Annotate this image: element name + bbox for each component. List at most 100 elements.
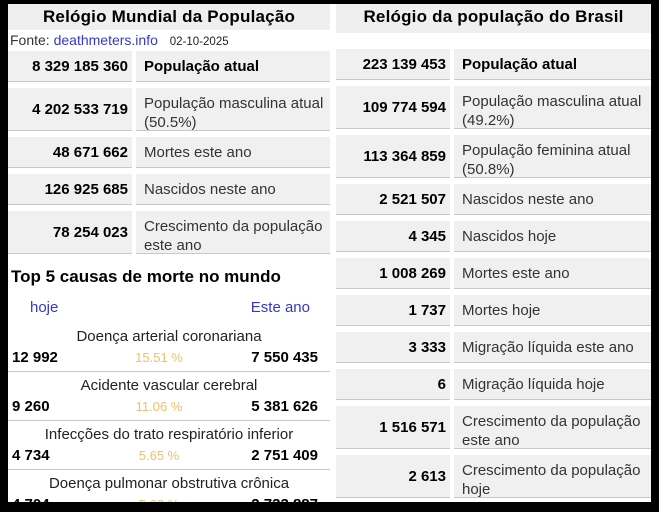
cause-year-value: 5 381 626 <box>251 398 318 415</box>
stat-label: Crescimento da população este ano <box>136 211 330 254</box>
stat-value: 3 333 <box>336 332 450 363</box>
stat-row-brazil-growth-year: 1 516 571 Crescimento da população este … <box>336 406 651 449</box>
stat-label-line1: Crescimento da população <box>462 462 641 479</box>
stat-value: 223 139 453 <box>336 49 450 80</box>
stat-row-brazil-migration-today: 6 Migração líquida hoje <box>336 369 651 400</box>
stat-value: 2 521 507 <box>336 184 450 215</box>
stat-value: 6 <box>336 369 450 400</box>
stat-row-world-population: 8 329 185 360 População atual <box>8 51 330 82</box>
cause-row-coronary: Doença arterial coronariana 12 992 15.51… <box>8 326 330 372</box>
cause-percent-value: 15.51 % <box>135 350 183 365</box>
stat-label: Crescimento da população este ano <box>454 406 651 449</box>
stat-row-brazil-male: 109 774 594 População masculina atual (4… <box>336 86 651 129</box>
stat-value: 4 345 <box>336 221 450 252</box>
stat-row-brazil-births-today: 4 345 Nascidos hoje <box>336 221 651 252</box>
stat-label: População atual <box>136 51 330 82</box>
stat-label: Mortes este ano <box>454 258 651 289</box>
cause-row-copd: Doença pulmonar obstrutiva crônica 4 704… <box>8 473 330 502</box>
cause-name: Doença arterial coronariana <box>76 328 262 345</box>
cause-numbers: 4 704 5.62 % 2 733 887 <box>8 495 330 502</box>
cause-percent-value: 5.62 % <box>104 497 214 502</box>
cause-row-stroke: Acidente vascular cerebral 9 260 11.06 %… <box>8 375 330 421</box>
cause-numbers: 12 992 15.51 % 7 550 435 <box>8 348 330 369</box>
stat-label: Nascidos neste ano <box>454 184 651 215</box>
stat-value: 1 008 269 <box>336 258 450 289</box>
stat-value: 2 613 <box>336 455 450 498</box>
stat-label-line2: (49.2%) <box>462 112 515 129</box>
stat-value: 78 254 023 <box>8 211 132 254</box>
stat-row-brazil-migration-year: 3 333 Migração líquida este ano <box>336 332 651 363</box>
stat-row-brazil-births-year: 2 521 507 Nascidos neste ano <box>336 184 651 215</box>
top5-col-year: Este ano <box>250 299 310 316</box>
stat-label: Nascidos hoje <box>454 221 651 252</box>
stat-row-brazil-female: 113 364 859 População feminina atual (50… <box>336 135 651 178</box>
stat-value: 8 329 185 360 <box>8 51 132 82</box>
brazil-stats: 223 139 453 População atual 109 774 594 … <box>336 49 651 498</box>
stat-label-line1: Crescimento da população <box>144 218 323 235</box>
stat-label: Migração líquida este ano <box>454 332 651 363</box>
stat-label: Nascidos neste ano <box>136 174 330 205</box>
stat-label: Crescimento da população hoje <box>454 455 651 498</box>
stat-label-line1: População feminina atual <box>462 142 631 159</box>
stat-label-line2: (50.8%) <box>462 161 515 178</box>
stat-label-line2: (50.5%) <box>144 114 197 131</box>
cause-name: Acidente vascular cerebral <box>80 377 258 394</box>
cause-name: Infecções do trato respiratório inferior <box>44 426 294 443</box>
spacer <box>336 33 651 49</box>
world-panel-title: Relógio Mundial da População <box>8 4 330 30</box>
cause-percent-value: 11.06 % <box>135 399 183 414</box>
source-link[interactable]: deathmeters.info <box>53 32 158 48</box>
stat-label: Mortes este ano <box>136 137 330 168</box>
stat-value: 4 202 533 719 <box>8 88 132 131</box>
stat-label-line1: População masculina atual <box>144 95 324 112</box>
brazil-panel-title: Relógio da população do Brasil <box>336 4 651 33</box>
source-date: 02-10-2025 <box>169 36 229 48</box>
stat-label-line2: hoje <box>462 481 491 498</box>
stat-row-brazil-deaths-year: 1 008 269 Mortes este ano <box>336 258 651 289</box>
stat-row-world-deaths-year: 48 671 662 Mortes este ano <box>8 137 330 168</box>
stat-label: População masculina atual (49.2%) <box>454 86 651 129</box>
stat-row-world-growth-year: 78 254 023 Crescimento da população este… <box>8 211 330 254</box>
cause-today-value: 4 704 <box>12 496 104 502</box>
stat-label: População atual <box>454 49 651 80</box>
stat-row-brazil-deaths-today: 1 737 Mortes hoje <box>336 295 651 326</box>
page-content: Relógio Mundial da População Fonte: deat… <box>8 4 651 502</box>
stat-row-brazil-growth-today: 2 613 Crescimento da população hoje <box>336 455 651 498</box>
stat-label-line1: Crescimento da população <box>462 413 641 430</box>
top5-column-headers: hoje Este ano <box>8 293 330 326</box>
brazil-population-panel: Relógio da população do Brasil 223 139 4… <box>336 4 651 502</box>
cause-year-value: 2 733 887 <box>214 496 318 502</box>
stat-value: 126 925 685 <box>8 174 132 205</box>
world-population-panel: Relógio Mundial da População Fonte: deat… <box>8 4 330 502</box>
cause-name: Doença pulmonar obstrutiva crônica <box>48 475 290 492</box>
stat-label-line2: este ano <box>144 237 202 254</box>
stat-label: Mortes hoje <box>454 295 651 326</box>
cause-year-value: 2 751 409 <box>251 447 318 464</box>
cause-numbers: 9 260 11.06 % 5 381 626 <box>8 397 330 418</box>
source-line: Fonte: deathmeters.info 02-10-2025 <box>8 30 330 51</box>
top5-section-title: Top 5 causas de morte no mundo <box>11 267 281 286</box>
cause-percent-value: 5.65 % <box>138 448 180 463</box>
top5-col-today: hoje <box>30 299 59 316</box>
stat-label: Migração líquida hoje <box>454 369 651 400</box>
source-label: Fonte: <box>10 32 50 48</box>
cause-numbers: 4 734 5.65 % 2 751 409 <box>8 446 330 467</box>
stat-value: 109 774 594 <box>336 86 450 129</box>
cause-today-value: 4 734 <box>12 447 50 464</box>
world-stats: 8 329 185 360 População atual 4 202 533 … <box>8 51 330 254</box>
stat-value: 113 364 859 <box>336 135 450 178</box>
stat-value: 1 737 <box>336 295 450 326</box>
cause-year-value: 7 550 435 <box>251 349 318 366</box>
stat-label: População masculina atual (50.5%) <box>136 88 330 131</box>
cause-row-respiratory-infections: Infecções do trato respiratório inferior… <box>8 424 330 470</box>
stat-row-brazil-population: 223 139 453 População atual <box>336 49 651 80</box>
cause-today-value: 9 260 <box>12 398 50 415</box>
stat-row-world-male: 4 202 533 719 População masculina atual … <box>8 88 330 131</box>
stat-value: 1 516 571 <box>336 406 450 449</box>
stat-label-line1: População masculina atual <box>462 93 642 110</box>
stat-label: População feminina atual (50.8%) <box>454 135 651 178</box>
stat-label-line2: este ano <box>462 432 520 449</box>
cause-today-value: 12 992 <box>12 349 58 366</box>
stat-value: 48 671 662 <box>8 137 132 168</box>
